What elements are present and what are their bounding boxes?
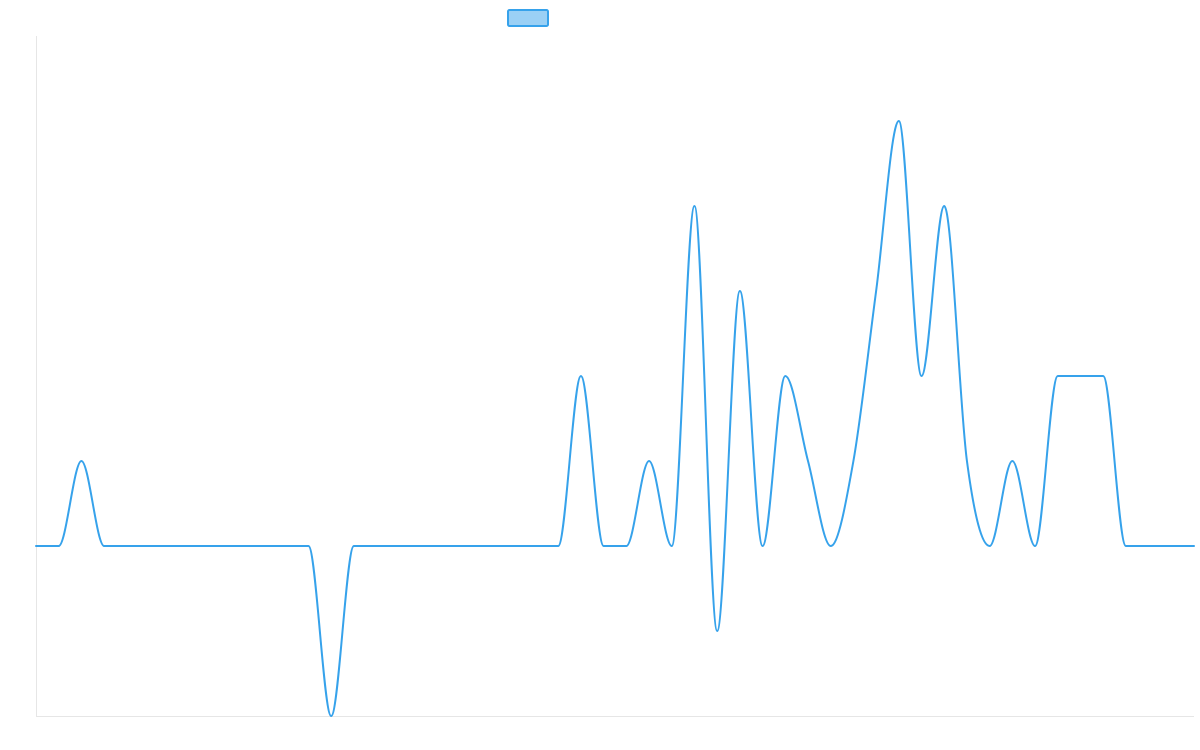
legend[interactable]: [507, 9, 549, 27]
data-point-50[interactable]: [1168, 543, 1174, 549]
data-point-3[interactable]: [101, 543, 107, 549]
data-point-27[interactable]: [646, 458, 652, 464]
data-point-48[interactable]: [1123, 543, 1129, 549]
data-point-32[interactable]: [760, 543, 766, 549]
data-point-24[interactable]: [578, 373, 584, 379]
data-point-18[interactable]: [442, 543, 448, 549]
data-point-17[interactable]: [419, 543, 425, 549]
data-point-19[interactable]: [464, 543, 470, 549]
data-point-29[interactable]: [691, 203, 697, 209]
data-point-21[interactable]: [510, 543, 516, 549]
data-point-41[interactable]: [964, 458, 970, 464]
data-point-10[interactable]: [260, 543, 266, 549]
data-point-49[interactable]: [1146, 543, 1152, 549]
data-point-15[interactable]: [374, 543, 380, 549]
data-point-8[interactable]: [215, 543, 221, 549]
data-point-4[interactable]: [124, 543, 130, 549]
data-point-40[interactable]: [941, 203, 947, 209]
data-point-39[interactable]: [919, 373, 925, 379]
data-point-30[interactable]: [714, 628, 720, 634]
data-point-6[interactable]: [169, 543, 175, 549]
data-point-9[interactable]: [237, 543, 243, 549]
data-point-22[interactable]: [533, 543, 539, 549]
data-point-12[interactable]: [305, 543, 311, 549]
data-point-25[interactable]: [601, 543, 607, 549]
data-point-38[interactable]: [896, 118, 902, 124]
data-point-2[interactable]: [78, 458, 84, 464]
data-point-44[interactable]: [1032, 543, 1038, 549]
data-point-7[interactable]: [192, 543, 198, 549]
series-line-1: [35, 120, 1195, 717]
data-point-11[interactable]: [283, 543, 289, 549]
series-layer: [33, 118, 1197, 719]
data-point-26[interactable]: [623, 543, 629, 549]
data-point-16[interactable]: [396, 543, 402, 549]
data-point-34[interactable]: [805, 458, 811, 464]
data-point-43[interactable]: [1009, 458, 1015, 464]
data-point-51[interactable]: [1191, 543, 1197, 549]
data-point-33[interactable]: [782, 373, 788, 379]
data-point-1[interactable]: [56, 543, 62, 549]
data-point-0[interactable]: [33, 543, 39, 549]
data-point-37[interactable]: [873, 288, 879, 294]
data-point-23[interactable]: [555, 543, 561, 549]
data-point-5[interactable]: [147, 543, 153, 549]
data-point-13[interactable]: [328, 713, 334, 719]
data-point-31[interactable]: [737, 288, 743, 294]
data-point-46[interactable]: [1077, 373, 1083, 379]
data-point-36[interactable]: [850, 458, 856, 464]
legend-swatch-series-1[interactable]: [507, 9, 549, 27]
data-point-14[interactable]: [351, 543, 357, 549]
data-point-35[interactable]: [828, 543, 834, 549]
data-point-47[interactable]: [1100, 373, 1106, 379]
data-point-42[interactable]: [987, 543, 993, 549]
data-point-20[interactable]: [487, 543, 493, 549]
data-point-45[interactable]: [1055, 373, 1061, 379]
data-point-28[interactable]: [669, 543, 675, 549]
